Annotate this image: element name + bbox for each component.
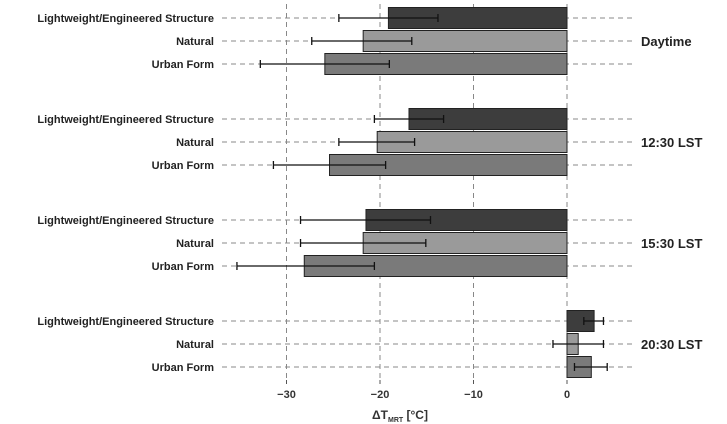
category-label: Lightweight/Engineered Structure [37, 316, 214, 328]
category-label: Urban Form [152, 261, 215, 273]
x-tick-label: −10 [464, 389, 483, 401]
x-tick-label: −30 [277, 389, 296, 401]
x-axis: −30 −20 −10 0 [277, 380, 570, 401]
category-label: Urban Form [152, 160, 215, 172]
bar-group [259, 7, 568, 75]
group-label: 12:30 LST [641, 135, 702, 150]
bars-layer [236, 7, 608, 378]
x-axis-label-subscript: MRT [388, 417, 404, 424]
category-label: Lightweight/Engineered Structure [37, 215, 214, 227]
category-label: Lightweight/Engineered Structure [37, 114, 214, 126]
category-label: Natural [176, 36, 214, 48]
category-label: Urban Form [152, 362, 215, 374]
x-axis-label-unit: [°C] [403, 408, 428, 422]
group-label: Daytime [641, 34, 692, 49]
bar-group [272, 108, 568, 176]
labels-layer: Lightweight/Engineered Structure Natural U… [37, 13, 702, 374]
x-axis-label-main: ΔT [372, 408, 389, 422]
group-label: 20:30 LST [641, 337, 702, 352]
category-label: Natural [176, 238, 214, 250]
category-label: Natural [176, 339, 214, 351]
category-label: Lightweight/Engineered Structure [37, 13, 214, 25]
x-tick-label: −20 [371, 389, 390, 401]
x-axis-title: ΔTMRT [°C] [372, 408, 428, 424]
bar-group [236, 209, 568, 277]
category-label: Urban Form [152, 59, 215, 71]
x-tick-label: 0 [564, 389, 570, 401]
category-label: Natural [176, 137, 214, 149]
bar-group [552, 310, 608, 378]
group-label: 15:30 LST [641, 236, 702, 251]
